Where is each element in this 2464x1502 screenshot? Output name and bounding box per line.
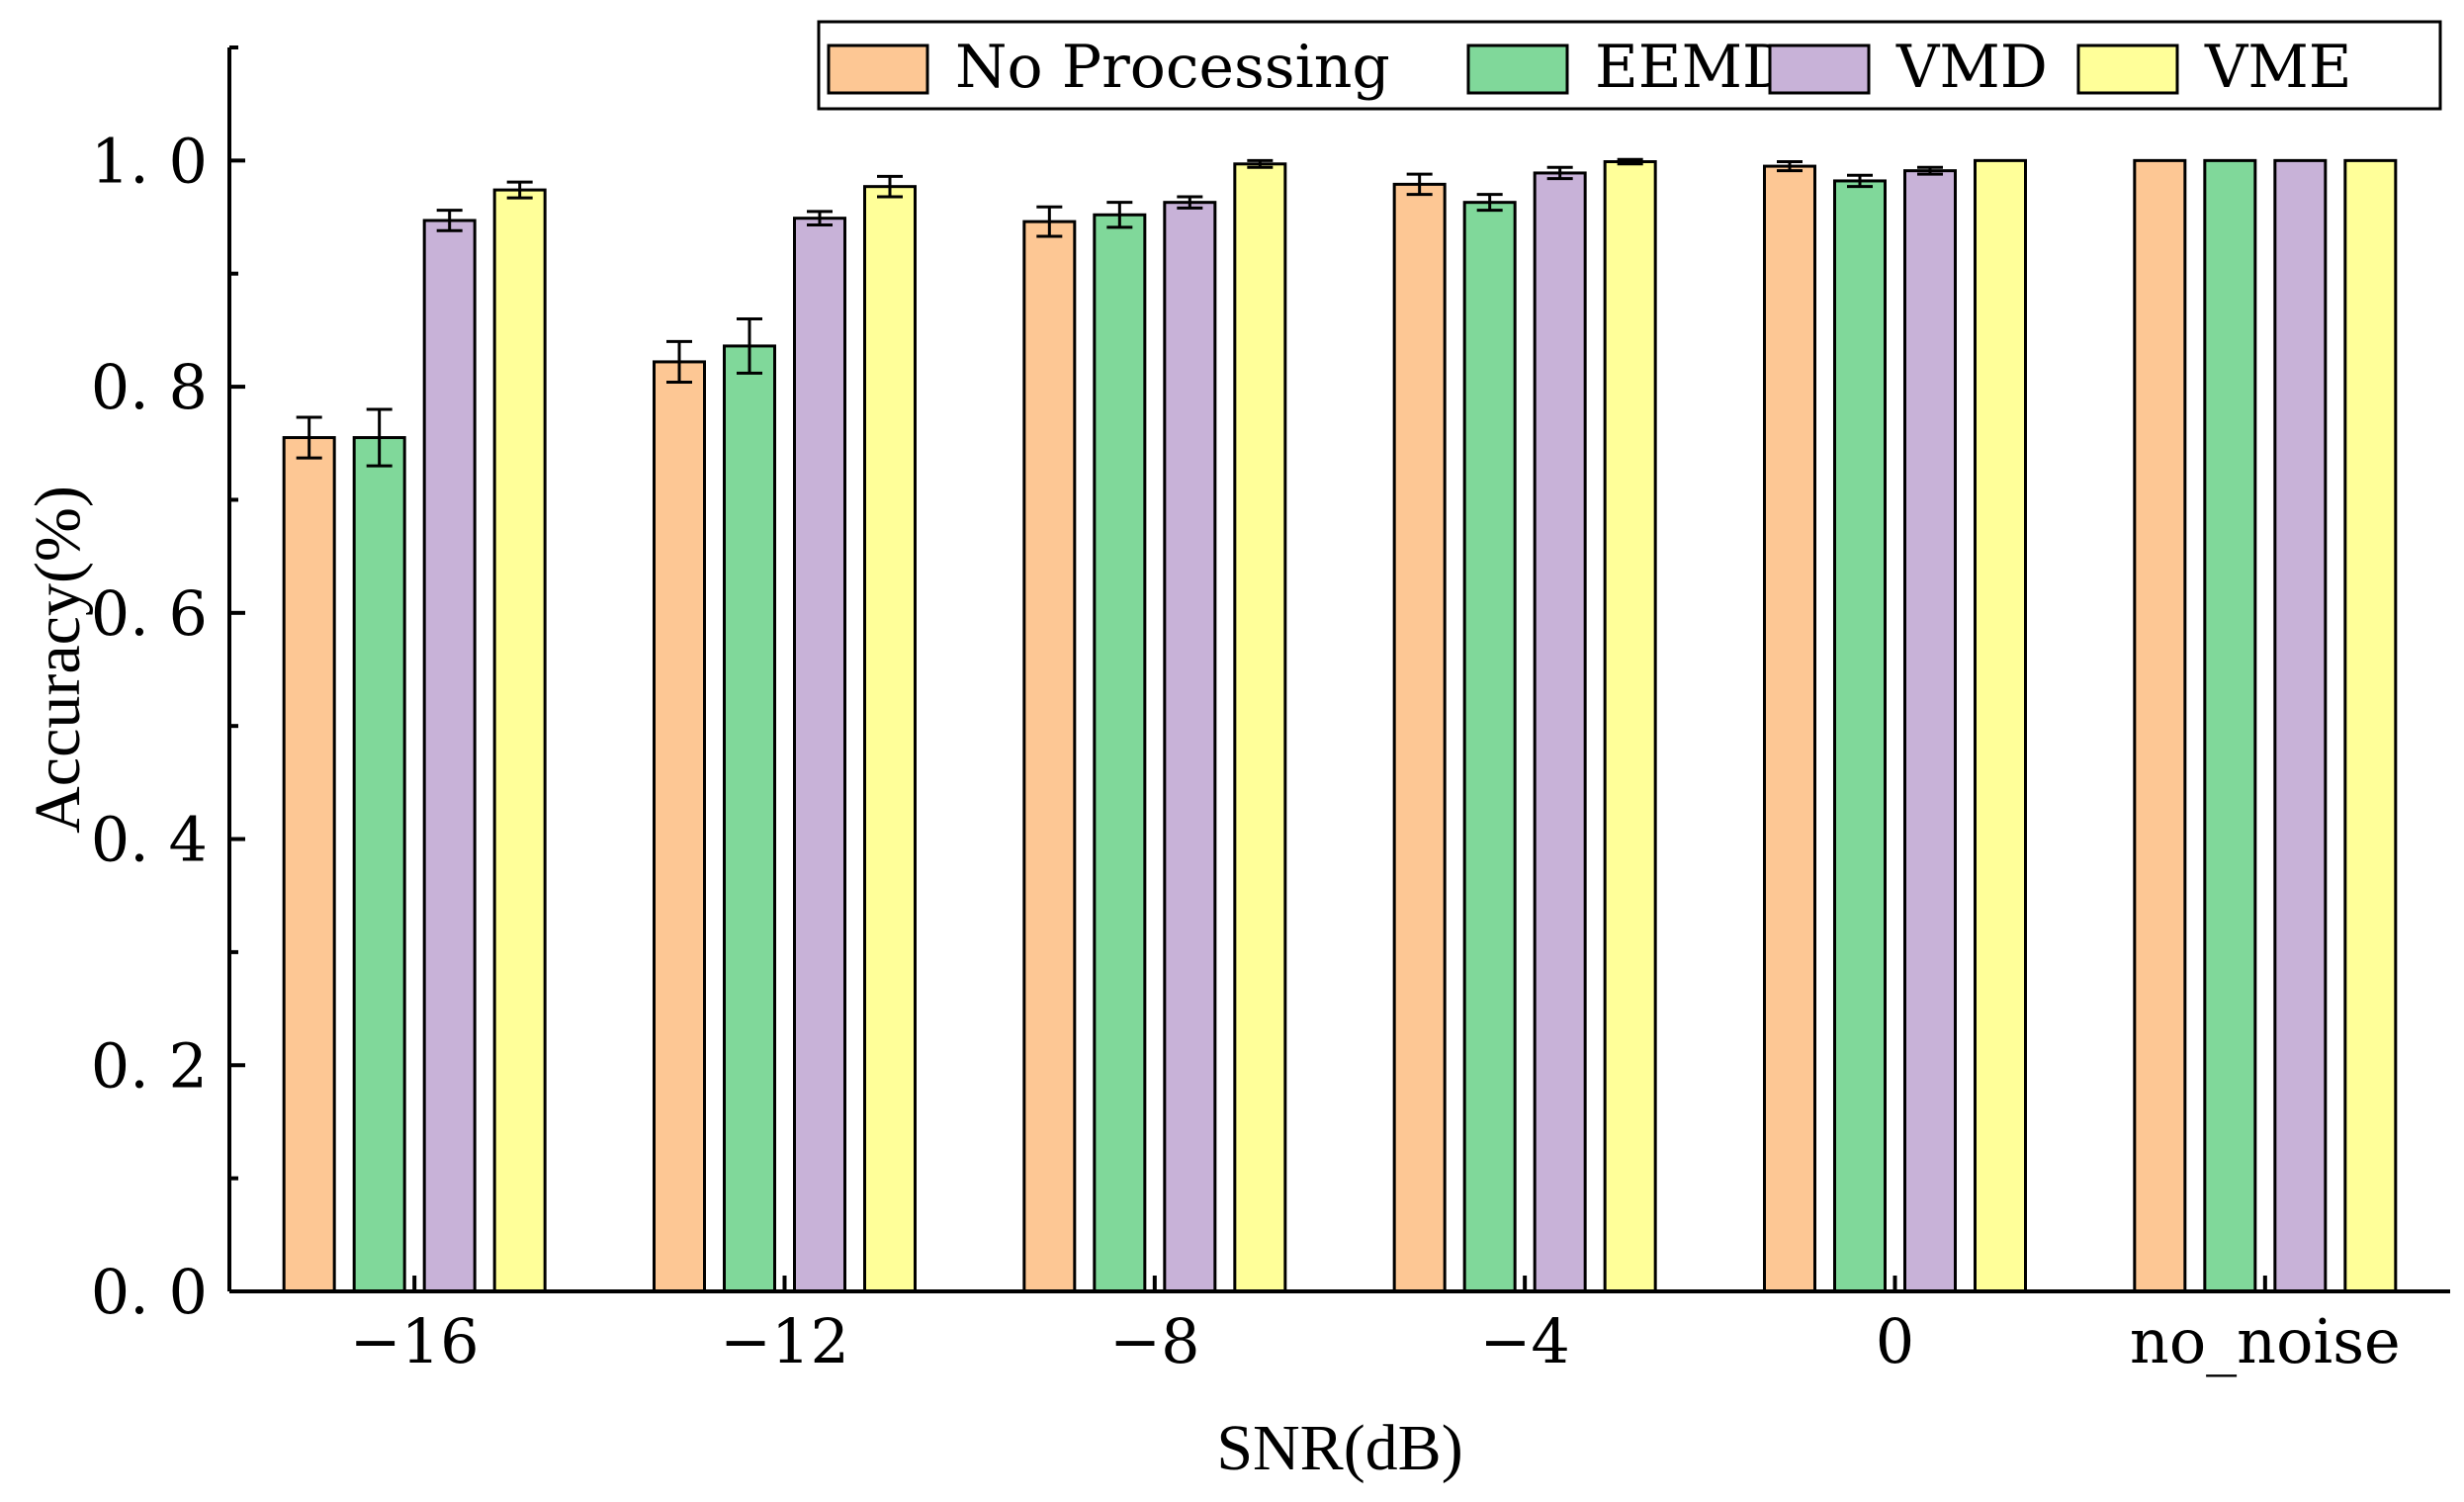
y-tick-label: 1. 0 <box>91 125 208 197</box>
legend-swatch <box>2076 44 2179 95</box>
legend-label: EEMD <box>1595 33 1790 102</box>
bar <box>2343 158 2398 1293</box>
x-tick-label: −8 <box>1109 1305 1199 1377</box>
y-tick-label: 0. 2 <box>91 1029 208 1102</box>
x-axis-title: SNR(dB) <box>1216 1412 1462 1484</box>
legend-swatch <box>1768 44 1871 95</box>
legend-swatch <box>1466 44 1569 95</box>
bar <box>653 360 706 1293</box>
bar <box>1833 179 1887 1293</box>
bar <box>1163 201 1217 1293</box>
legend-label: No Processing <box>955 33 1390 102</box>
x-tick-label: no_noise <box>2130 1305 2401 1377</box>
bar <box>793 217 846 1293</box>
x-tick-label: −16 <box>350 1305 480 1377</box>
bar <box>2133 158 2187 1293</box>
y-tick-label: 0. 4 <box>91 804 208 876</box>
bar <box>1603 160 1657 1293</box>
error-bars-layer <box>296 157 1943 468</box>
legend-label: VMD <box>1895 33 2048 102</box>
y-tick-label: 0. 8 <box>91 351 208 423</box>
bar <box>1974 158 2027 1293</box>
bar <box>1533 171 1587 1293</box>
legend-swatch <box>827 44 929 95</box>
y-ticks: 0. 0 0. 2 0. 4 0. 6 0. 8 1. 0 <box>91 45 245 1328</box>
x-tick-label: −4 <box>1479 1305 1569 1377</box>
legend: No Processing EEMD VMD VME <box>817 20 2442 111</box>
bar <box>282 436 336 1293</box>
bar <box>1763 164 1816 1293</box>
x-tick-label: 0 <box>1876 1305 1914 1377</box>
bar <box>2203 158 2257 1293</box>
bar <box>723 344 776 1293</box>
y-tick-label: 0. 0 <box>91 1256 208 1328</box>
bar <box>1462 201 1517 1293</box>
bar <box>1903 169 1957 1293</box>
x-ticks: −16 −12 −8 −4 0 no_noise <box>350 1276 2401 1377</box>
legend-label: VME <box>2204 33 2352 102</box>
bar <box>863 185 917 1293</box>
y-tick-label: 0. 6 <box>91 577 208 650</box>
bar <box>2273 158 2328 1293</box>
bar <box>1022 220 1077 1293</box>
bar <box>1093 213 1147 1293</box>
bars-layer <box>282 158 2398 1293</box>
bar <box>1233 162 1287 1293</box>
axes-layer <box>227 47 2450 1293</box>
bar <box>422 219 477 1293</box>
y-axis-title: Accuracy(%) <box>22 486 94 834</box>
x-tick-label: −12 <box>720 1305 849 1377</box>
bar <box>1392 182 1447 1293</box>
bar <box>352 436 406 1293</box>
bar <box>492 188 547 1293</box>
